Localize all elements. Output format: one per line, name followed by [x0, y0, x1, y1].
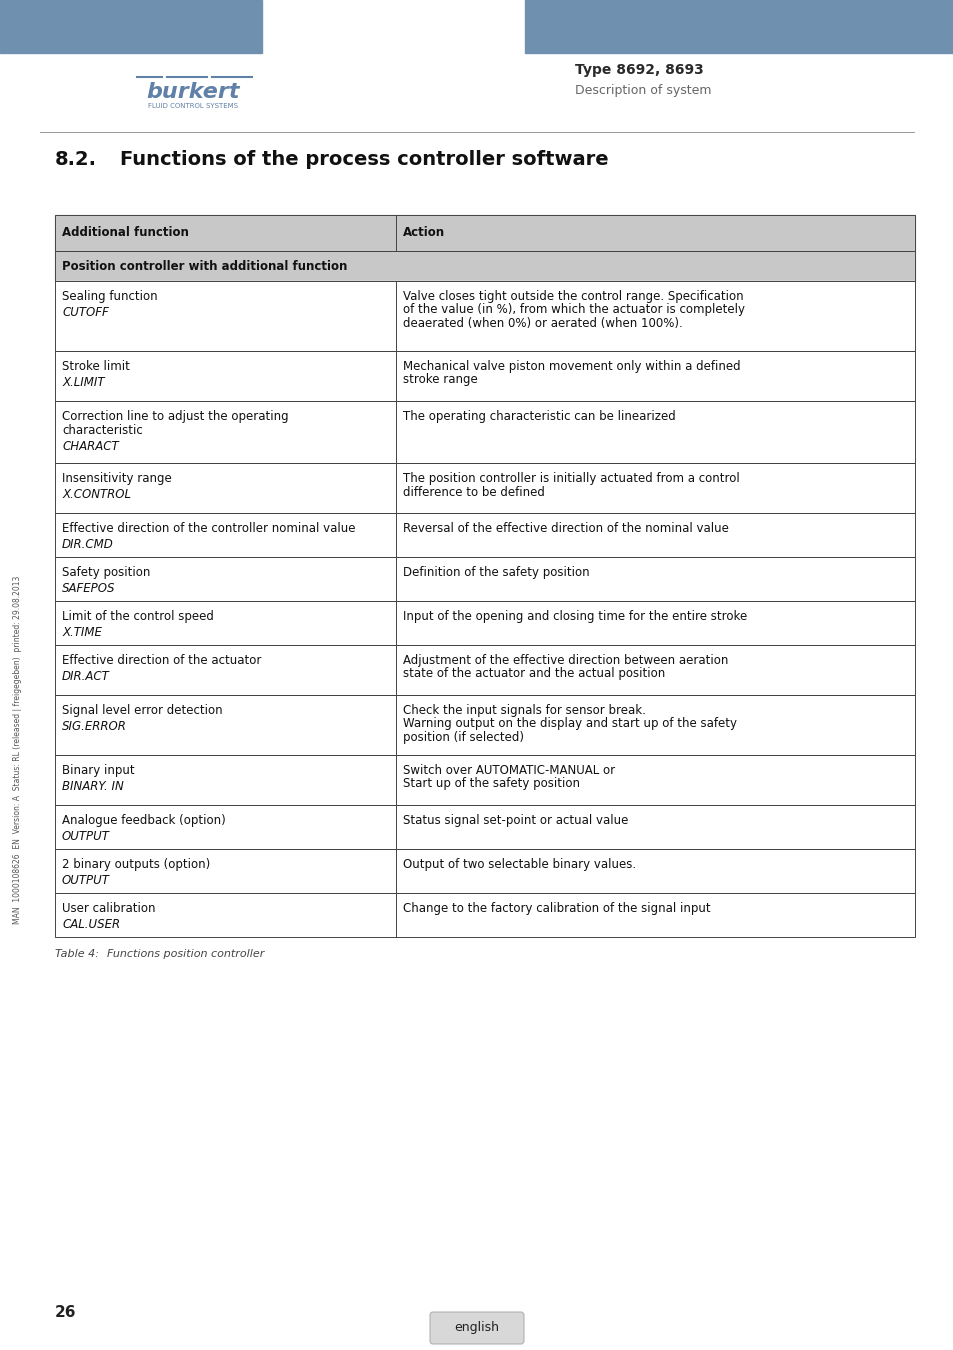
Bar: [55, 601, 914, 645]
Text: Limit of the control speed: Limit of the control speed: [62, 610, 213, 622]
Text: Additional function: Additional function: [62, 227, 189, 239]
Text: Description of system: Description of system: [575, 84, 711, 97]
Bar: [55, 558, 914, 601]
Text: Sealing function: Sealing function: [62, 290, 157, 302]
Text: Table 4:: Table 4:: [55, 949, 99, 958]
Text: Start up of the safety position: Start up of the safety position: [402, 778, 579, 791]
Bar: [55, 695, 914, 755]
Text: Reversal of the effective direction of the nominal value: Reversal of the effective direction of t…: [402, 522, 728, 535]
Text: CHARACT: CHARACT: [62, 440, 118, 454]
Bar: [55, 805, 914, 849]
Text: Functions of the process controller software: Functions of the process controller soft…: [120, 150, 608, 169]
Bar: [55, 463, 914, 513]
Text: Input of the opening and closing time for the entire stroke: Input of the opening and closing time fo…: [402, 610, 746, 622]
Text: stroke range: stroke range: [402, 374, 476, 386]
Text: User calibration: User calibration: [62, 902, 155, 915]
Bar: [55, 849, 914, 892]
Bar: [55, 513, 914, 558]
Text: The operating characteristic can be linearized: The operating characteristic can be line…: [402, 410, 675, 423]
Bar: [55, 215, 914, 251]
Bar: [55, 695, 914, 755]
FancyBboxPatch shape: [430, 1312, 523, 1345]
Bar: [55, 755, 914, 805]
Bar: [55, 401, 914, 463]
Bar: [55, 892, 914, 937]
Text: burkert: burkert: [146, 82, 239, 103]
Bar: [55, 645, 914, 695]
Bar: [55, 805, 914, 849]
Text: Functions position controller: Functions position controller: [107, 949, 264, 958]
Bar: [55, 281, 914, 351]
Text: state of the actuator and the actual position: state of the actuator and the actual pos…: [402, 667, 664, 680]
Text: 26: 26: [55, 1305, 76, 1320]
Text: of the value (in %), from which the actuator is completely: of the value (in %), from which the actu…: [402, 304, 743, 316]
Text: SAFEPOS: SAFEPOS: [62, 582, 115, 595]
Bar: [55, 251, 914, 281]
Text: Correction line to adjust the operating: Correction line to adjust the operating: [62, 410, 289, 423]
Text: The position controller is initially actuated from a control: The position controller is initially act…: [402, 472, 739, 485]
Text: Check the input signals for sensor break.: Check the input signals for sensor break…: [402, 703, 645, 717]
Text: Valve closes tight outside the control range. Specification: Valve closes tight outside the control r…: [402, 290, 742, 302]
Text: Mechanical valve piston movement only within a defined: Mechanical valve piston movement only wi…: [402, 360, 740, 373]
Text: Safety position: Safety position: [62, 566, 151, 579]
Text: Analogue feedback (option): Analogue feedback (option): [62, 814, 226, 828]
Bar: [524, 0, 953, 53]
Bar: [55, 601, 914, 645]
Text: english: english: [454, 1322, 499, 1335]
Text: Adjustment of the effective direction between aeration: Adjustment of the effective direction be…: [402, 653, 727, 667]
Bar: [55, 513, 914, 558]
Text: 8.2.: 8.2.: [55, 150, 97, 169]
Text: Change to the factory calibration of the signal input: Change to the factory calibration of the…: [402, 902, 709, 915]
Text: BINARY. IN: BINARY. IN: [62, 780, 124, 794]
Text: X.CONTROL: X.CONTROL: [62, 489, 131, 501]
Bar: [55, 892, 914, 937]
Text: OUTPUT: OUTPUT: [62, 875, 110, 887]
Text: Effective direction of the controller nominal value: Effective direction of the controller no…: [62, 522, 355, 535]
Bar: [55, 351, 914, 401]
Bar: [55, 251, 914, 281]
Text: Action: Action: [402, 227, 444, 239]
Text: 2 binary outputs (option): 2 binary outputs (option): [62, 859, 210, 871]
Text: Output of two selectable binary values.: Output of two selectable binary values.: [402, 859, 635, 871]
Bar: [55, 645, 914, 695]
Text: X.TIME: X.TIME: [62, 626, 102, 640]
Bar: [0, 0, 262, 53]
Bar: [55, 281, 914, 351]
Text: OUTPUT: OUTPUT: [62, 830, 110, 844]
Bar: [55, 558, 914, 601]
Text: Position controller with additional function: Position controller with additional func…: [62, 259, 347, 273]
Text: characteristic: characteristic: [62, 424, 143, 436]
Text: DIR.ACT: DIR.ACT: [62, 671, 110, 683]
Text: Signal level error detection: Signal level error detection: [62, 703, 222, 717]
Text: Status signal set-point or actual value: Status signal set-point or actual value: [402, 814, 627, 828]
Text: CUTOFF: CUTOFF: [62, 306, 109, 320]
Text: Effective direction of the actuator: Effective direction of the actuator: [62, 653, 261, 667]
Text: FLUID CONTROL SYSTEMS: FLUID CONTROL SYSTEMS: [148, 103, 237, 109]
Text: deaerated (when 0%) or aerated (when 100%).: deaerated (when 0%) or aerated (when 100…: [402, 317, 681, 329]
Bar: [55, 215, 914, 251]
Text: Insensitivity range: Insensitivity range: [62, 472, 172, 485]
Text: Switch over AUTOMATIC-MANUAL or: Switch over AUTOMATIC-MANUAL or: [402, 764, 614, 778]
Text: DIR.CMD: DIR.CMD: [62, 539, 113, 552]
Text: difference to be defined: difference to be defined: [402, 486, 544, 498]
Bar: [55, 755, 914, 805]
Text: MAN  1000108626  EN  Version: A  Status: RL (released | freigegeben)  printed: 2: MAN 1000108626 EN Version: A Status: RL …: [12, 576, 22, 925]
Text: SIG.ERROR: SIG.ERROR: [62, 721, 127, 733]
Bar: [55, 463, 914, 513]
Bar: [55, 401, 914, 463]
Text: Type 8692, 8693: Type 8692, 8693: [575, 63, 703, 77]
Text: CAL.USER: CAL.USER: [62, 918, 120, 932]
Bar: [55, 849, 914, 892]
Text: Definition of the safety position: Definition of the safety position: [402, 566, 589, 579]
Bar: [55, 351, 914, 401]
Text: X.LIMIT: X.LIMIT: [62, 377, 105, 390]
Text: Stroke limit: Stroke limit: [62, 360, 130, 373]
Text: Warning output on the display and start up of the safety: Warning output on the display and start …: [402, 717, 736, 730]
Text: position (if selected): position (if selected): [402, 730, 523, 744]
Text: Binary input: Binary input: [62, 764, 134, 778]
